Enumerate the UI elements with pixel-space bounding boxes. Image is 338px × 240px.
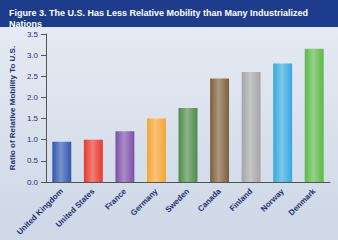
svg-text:France: France [103, 186, 128, 211]
svg-text:1.0: 1.0 [27, 135, 39, 144]
svg-text:United States: United States [54, 186, 97, 229]
svg-text:0.5: 0.5 [27, 156, 39, 165]
svg-text:United Kingdom: United Kingdom [15, 187, 65, 237]
svg-text:Germany: Germany [129, 186, 160, 217]
svg-text:2.5: 2.5 [27, 72, 39, 81]
svg-text:2.0: 2.0 [27, 93, 39, 102]
svg-text:Ratio of Relative Mobility To: Ratio of Relative Mobility To U.S. [8, 46, 17, 170]
svg-text:Canada: Canada [196, 186, 223, 213]
svg-text:1.5: 1.5 [27, 114, 39, 123]
svg-text:Figure 3. The U.S. Has Less Re: Figure 3. The U.S. Has Less Relative Mob… [9, 8, 311, 18]
svg-text:Nations: Nations [9, 19, 42, 29]
svg-text:Finland: Finland [228, 187, 255, 214]
svg-text:Denmark: Denmark [287, 186, 318, 217]
svg-text:0.0: 0.0 [27, 178, 39, 187]
svg-text:3.5: 3.5 [27, 30, 39, 39]
svg-text:3.0: 3.0 [27, 51, 39, 60]
svg-text:Norway: Norway [259, 186, 286, 213]
svg-text:Sweden: Sweden [163, 187, 191, 215]
